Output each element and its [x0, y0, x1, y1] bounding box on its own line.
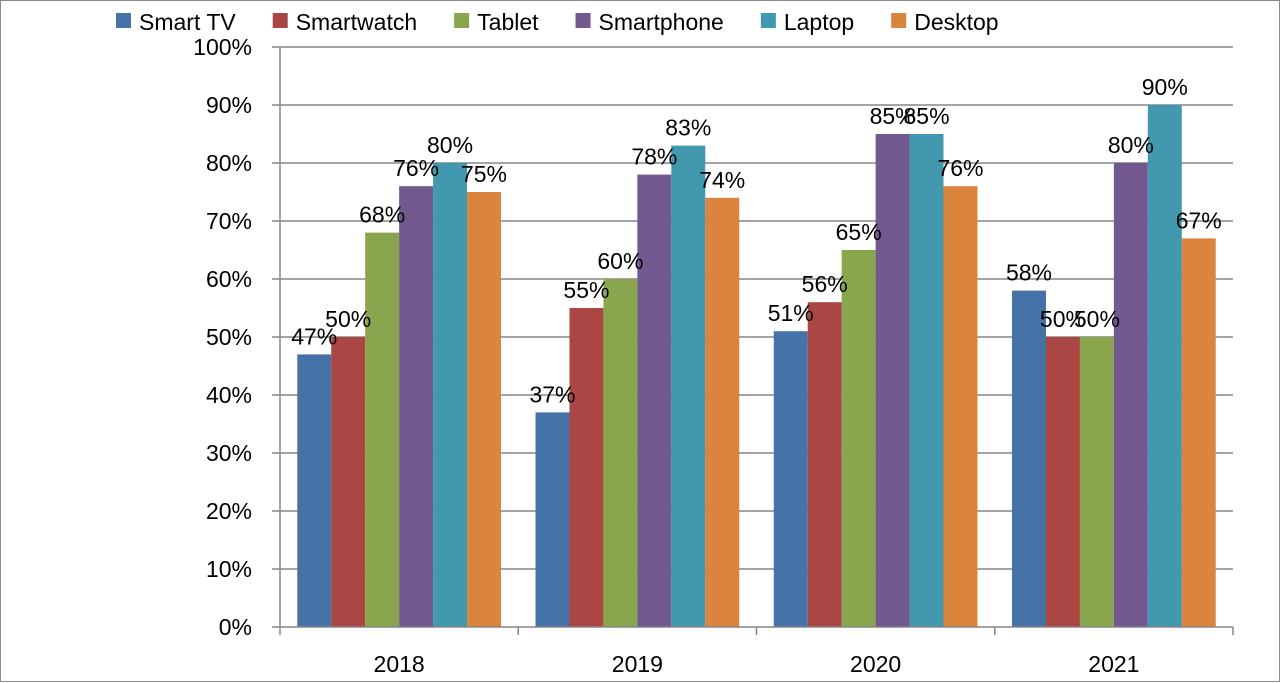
- bar: [637, 174, 672, 627]
- bar: [807, 302, 842, 627]
- bar: [841, 250, 876, 627]
- data-label: 50%: [1040, 306, 1086, 332]
- y-tick-label: 10%: [206, 556, 252, 582]
- legend-swatch: [454, 13, 470, 28]
- data-labels: 47%50%68%76%80%75%37%55%60%78%83%74%51%5…: [291, 74, 1222, 407]
- legend-swatch: [272, 13, 288, 28]
- data-label: 76%: [937, 155, 983, 181]
- bar: [773, 331, 808, 627]
- y-tick-label: 40%: [206, 382, 252, 408]
- legend-label: Tablet: [477, 9, 539, 35]
- data-label: 78%: [631, 144, 677, 170]
- y-tick-label: 100%: [193, 34, 252, 60]
- bar: [671, 145, 706, 627]
- bar: [909, 134, 944, 627]
- legend-swatch: [116, 13, 131, 28]
- axes: 0% 10% 20% 30% 40% 50% 60% 70% 80% 90% 100% 2018 201…: [193, 34, 1234, 677]
- data-label: 76%: [393, 155, 439, 181]
- data-label: 83%: [665, 115, 711, 141]
- bar: [943, 186, 978, 627]
- data-label: 37%: [529, 381, 575, 407]
- bar: [467, 192, 501, 627]
- data-label: 80%: [1108, 132, 1154, 158]
- y-tick-label: 90%: [206, 92, 252, 118]
- legend-swatch: [575, 13, 591, 28]
- bars: [297, 105, 1216, 628]
- y-tick-label: 60%: [206, 266, 252, 292]
- data-label: 65%: [836, 219, 882, 245]
- bar: [1045, 337, 1080, 627]
- data-label: 85%: [870, 103, 916, 129]
- bar: [1181, 238, 1216, 627]
- data-label: 60%: [597, 248, 643, 274]
- legend-label: Smart TV: [139, 9, 236, 35]
- data-label: 50%: [325, 306, 371, 332]
- x-tick-label: 2020: [850, 651, 901, 677]
- data-label: 51%: [768, 300, 814, 326]
- x-tick-label: 2021: [1088, 651, 1139, 677]
- legend-label: Desktop: [914, 9, 998, 35]
- bar: [1012, 290, 1046, 627]
- bar: [1079, 337, 1114, 627]
- y-tick-label: 80%: [206, 150, 252, 176]
- bar: [433, 163, 468, 627]
- data-label: 55%: [563, 277, 609, 303]
- y-tick-label: 30%: [206, 440, 252, 466]
- bar: [365, 232, 400, 627]
- data-label: 58%: [1006, 260, 1052, 286]
- bar: [705, 197, 740, 628]
- bar: [1147, 105, 1182, 627]
- data-label: 85%: [904, 103, 950, 129]
- bar: [1113, 163, 1148, 627]
- bar: [297, 354, 332, 627]
- data-label: 50%: [1074, 306, 1120, 332]
- bar: [331, 337, 366, 627]
- data-label: 56%: [802, 271, 848, 297]
- legend: Smart TV Smartwatch Tablet Smartphone Laptop…: [116, 9, 999, 35]
- legend-label: Smartphone: [599, 9, 724, 35]
- data-label: 74%: [699, 167, 745, 193]
- data-label: 67%: [1176, 207, 1222, 233]
- data-label: 68%: [359, 202, 405, 228]
- legend-swatch: [760, 13, 776, 28]
- data-label: 47%: [291, 323, 337, 349]
- y-tick-label: 50%: [206, 324, 252, 350]
- bar: [603, 279, 638, 627]
- y-tick-label: 70%: [206, 208, 252, 234]
- data-label: 75%: [461, 161, 507, 187]
- bar: [875, 134, 910, 627]
- x-tick-label: 2018: [374, 651, 425, 677]
- x-tick-label: 2019: [612, 651, 663, 677]
- data-label: 90%: [1142, 74, 1188, 100]
- y-tick-label: 20%: [206, 498, 252, 524]
- legend-label: Smartwatch: [296, 9, 417, 35]
- data-label: 80%: [427, 132, 473, 158]
- y-tick-label: 0%: [219, 614, 252, 640]
- bar: [569, 308, 604, 627]
- legend-label: Laptop: [784, 9, 854, 35]
- legend-swatch: [891, 13, 907, 28]
- bar: [399, 186, 434, 627]
- bar: [535, 412, 570, 627]
